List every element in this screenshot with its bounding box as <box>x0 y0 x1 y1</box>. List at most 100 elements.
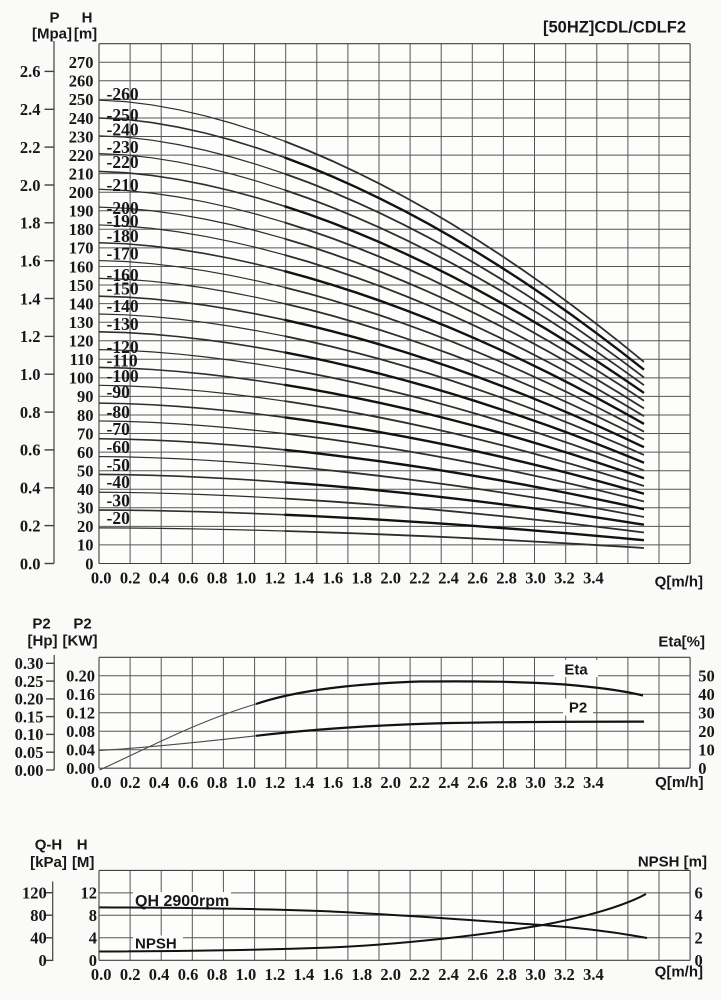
svg-text:10: 10 <box>77 536 94 555</box>
svg-text:1.2: 1.2 <box>265 965 286 984</box>
svg-text:-130: -130 <box>107 314 139 334</box>
svg-text:2.4: 2.4 <box>438 568 459 587</box>
svg-text:0.2: 0.2 <box>20 516 41 535</box>
svg-text:0.0: 0.0 <box>91 568 112 587</box>
svg-text:3.4: 3.4 <box>583 965 604 984</box>
svg-text:2.2: 2.2 <box>20 138 41 157</box>
svg-text:0.0: 0.0 <box>91 773 112 792</box>
svg-text:NPSH [m]: NPSH [m] <box>638 854 707 871</box>
svg-text:120: 120 <box>22 884 47 903</box>
svg-text:200: 200 <box>69 183 94 202</box>
svg-text:Q[m/h]: Q[m/h] <box>655 574 703 591</box>
svg-text:-70: -70 <box>107 419 131 439</box>
svg-text:Q[m/h]: Q[m/h] <box>655 964 703 981</box>
svg-text:50: 50 <box>698 667 715 686</box>
svg-text:NPSH: NPSH <box>135 936 177 953</box>
svg-text:[KW]: [KW] <box>63 633 98 650</box>
svg-text:P2: P2 <box>73 616 91 633</box>
svg-text:0.20: 0.20 <box>15 690 44 709</box>
svg-text:20: 20 <box>77 517 94 536</box>
svg-text:0.4: 0.4 <box>149 568 170 587</box>
svg-text:0.15: 0.15 <box>15 707 44 726</box>
svg-text:0.4: 0.4 <box>149 773 170 792</box>
svg-text:Q-H: Q-H <box>35 837 63 854</box>
svg-text:-260: -260 <box>107 84 139 104</box>
svg-text:[Mpa]: [Mpa] <box>32 26 72 43</box>
svg-text:1.4: 1.4 <box>294 568 315 587</box>
svg-text:2.6: 2.6 <box>467 568 488 587</box>
svg-text:2.6: 2.6 <box>467 773 488 792</box>
svg-text:6: 6 <box>695 884 703 903</box>
svg-text:140: 140 <box>69 294 94 313</box>
svg-text:0.2: 0.2 <box>120 773 141 792</box>
svg-text:1.4: 1.4 <box>20 289 41 308</box>
svg-text:-40: -40 <box>107 472 131 492</box>
svg-text:0.4: 0.4 <box>149 965 170 984</box>
svg-text:-20: -20 <box>107 508 131 528</box>
svg-text:-200: -200 <box>107 198 139 218</box>
svg-text:2.4: 2.4 <box>438 965 459 984</box>
svg-text:-220: -220 <box>107 152 139 172</box>
svg-text:40: 40 <box>77 480 94 499</box>
svg-text:-210: -210 <box>107 175 139 195</box>
svg-text:40: 40 <box>30 929 47 948</box>
svg-text:1.8: 1.8 <box>351 965 372 984</box>
svg-text:270: 270 <box>69 53 94 72</box>
svg-text:2.4: 2.4 <box>438 773 459 792</box>
svg-text:220: 220 <box>69 146 94 165</box>
svg-text:0.8: 0.8 <box>20 403 41 422</box>
svg-text:3.4: 3.4 <box>583 773 604 792</box>
svg-text:-250: -250 <box>107 105 139 125</box>
svg-text:-190: -190 <box>107 211 139 231</box>
svg-text:0.6: 0.6 <box>20 441 41 460</box>
svg-text:QH 2900rpm: QH 2900rpm <box>135 893 229 910</box>
svg-text:0.2: 0.2 <box>120 568 141 587</box>
svg-text:2: 2 <box>695 929 703 948</box>
svg-text:0.6: 0.6 <box>178 773 199 792</box>
svg-text:60: 60 <box>77 443 94 462</box>
svg-text:3.0: 3.0 <box>525 965 546 984</box>
svg-text:Eta: Eta <box>564 662 588 679</box>
svg-text:0.6: 0.6 <box>178 568 199 587</box>
svg-text:160: 160 <box>69 257 94 276</box>
svg-text:0.00: 0.00 <box>66 759 95 778</box>
svg-text:Eta[%]: Eta[%] <box>658 634 705 651</box>
svg-text:250: 250 <box>69 90 94 109</box>
svg-text:-120: -120 <box>107 337 139 357</box>
svg-text:260: 260 <box>69 72 94 91</box>
svg-text:3.2: 3.2 <box>554 965 575 984</box>
svg-text:0.16: 0.16 <box>66 685 95 704</box>
svg-text:0.05: 0.05 <box>15 743 44 762</box>
svg-text:2.2: 2.2 <box>409 568 430 587</box>
svg-text:3.2: 3.2 <box>554 568 575 587</box>
svg-text:-50: -50 <box>107 455 131 475</box>
svg-text:-90: -90 <box>107 382 131 402</box>
svg-text:190: 190 <box>69 202 94 221</box>
svg-text:0.00: 0.00 <box>15 761 44 780</box>
svg-text:1.2: 1.2 <box>265 773 286 792</box>
svg-text:12: 12 <box>81 884 98 903</box>
svg-text:90: 90 <box>77 387 94 406</box>
svg-text:0.0: 0.0 <box>20 554 41 573</box>
svg-text:[50HZ]CDL/CDLF2: [50HZ]CDL/CDLF2 <box>543 19 686 37</box>
svg-text:0: 0 <box>89 951 97 970</box>
svg-text:1.0: 1.0 <box>236 568 257 587</box>
svg-text:3.2: 3.2 <box>554 773 575 792</box>
svg-text:P: P <box>49 10 59 27</box>
svg-text:8: 8 <box>89 906 97 925</box>
svg-text:0.25: 0.25 <box>15 672 44 691</box>
svg-text:[M]: [M] <box>72 854 95 871</box>
svg-text:1.4: 1.4 <box>294 965 315 984</box>
svg-text:1.8: 1.8 <box>351 773 372 792</box>
svg-text:30: 30 <box>698 704 715 723</box>
svg-text:0.6: 0.6 <box>178 965 199 984</box>
svg-text:-110: -110 <box>107 351 138 371</box>
svg-text:2.0: 2.0 <box>380 568 401 587</box>
svg-text:70: 70 <box>77 424 94 443</box>
svg-text:0: 0 <box>695 951 703 970</box>
svg-text:240: 240 <box>69 109 94 128</box>
svg-text:20: 20 <box>698 722 715 741</box>
svg-text:2.2: 2.2 <box>409 773 430 792</box>
svg-text:[kPa]: [kPa] <box>30 854 67 871</box>
svg-text:0.10: 0.10 <box>15 725 44 744</box>
